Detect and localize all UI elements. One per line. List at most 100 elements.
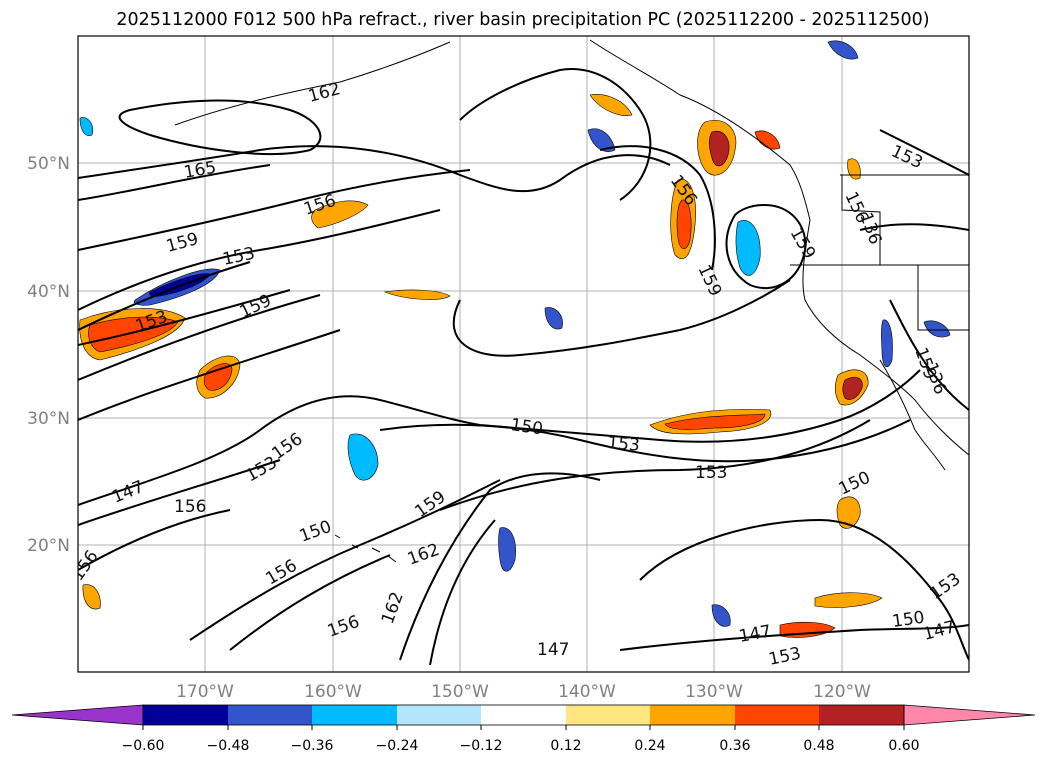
precip-blob — [711, 604, 731, 627]
gridlines — [78, 36, 969, 672]
colorbar-segment — [735, 705, 819, 725]
contour-line — [639, 518, 969, 661]
colorbar-tick-label: −0.12 — [460, 738, 503, 754]
contour-label: 156 — [174, 497, 206, 517]
contour-line — [459, 68, 652, 201]
lon-axis: 170°W 160°W 150°W 140°W 130°W 120°W — [176, 682, 871, 702]
colorbar-segment — [481, 705, 566, 725]
contour-line — [399, 472, 601, 661]
colorbar-segment — [228, 705, 312, 725]
contour-line — [429, 519, 496, 666]
contour-label: 153 — [607, 433, 641, 456]
us-state-border — [841, 175, 969, 266]
colorbar-segment — [397, 705, 481, 725]
lat-tick-label: 20°N — [27, 536, 70, 556]
us-state-border — [917, 265, 969, 331]
precip-blob — [735, 220, 761, 276]
lon-tick-label: 140°W — [558, 682, 616, 702]
west-coast — [802, 219, 969, 456]
colorbar-segment — [312, 705, 397, 725]
lat-tick-label: 30°N — [27, 409, 70, 429]
precip-blob — [923, 320, 951, 338]
colorbar-extend-high — [903, 704, 1036, 726]
contour-line — [189, 479, 501, 641]
precip-blob — [589, 94, 633, 116]
contour-line — [78, 164, 271, 201]
contour-line — [78, 209, 441, 311]
contour-label: 150 — [509, 415, 544, 439]
lon-tick-label: 160°W — [304, 682, 362, 702]
contour-line — [78, 294, 321, 381]
baja-coast — [879, 359, 946, 471]
contour-line — [452, 279, 791, 357]
lon-tick-label: 120°W — [813, 682, 871, 702]
contour-line — [725, 203, 807, 290]
lon-tick-label: 130°W — [685, 682, 743, 702]
contour-line — [78, 509, 231, 571]
precip-blob — [383, 289, 451, 300]
colorbar-tick-label: −0.24 — [376, 738, 419, 754]
colorbar-tick-label: 0.60 — [888, 738, 919, 754]
precip-blob — [82, 584, 101, 610]
colorbar-tick-label: 0.12 — [550, 738, 581, 754]
colorbar-tick-label: 0.48 — [803, 738, 834, 754]
lat-tick-label: 40°N — [27, 282, 70, 302]
colorbar-frame — [142, 704, 905, 726]
colorbar-tick-label: −0.48 — [207, 738, 250, 754]
precip-blob — [881, 319, 893, 368]
contour-label: 153 — [695, 463, 727, 483]
precip-blob — [347, 433, 379, 481]
precip-blob — [664, 413, 766, 430]
precip-blob — [498, 527, 516, 572]
figure-title: 2025112000 F012 500 hPa refract., river … — [116, 10, 929, 30]
precip-blob — [203, 363, 233, 391]
precip-blob — [827, 40, 859, 60]
coastlines — [174, 39, 969, 563]
precip-blob — [79, 117, 93, 136]
alaska-coast — [174, 41, 451, 126]
colorbar-tick-label: 0.36 — [719, 738, 750, 754]
map-frame — [77, 35, 970, 673]
contour-line — [879, 129, 969, 176]
contour-line — [439, 419, 871, 511]
contour-line — [78, 261, 251, 331]
precip-blob — [847, 158, 861, 180]
precip-blob — [311, 200, 369, 229]
contour-line — [599, 145, 716, 271]
precip-blob — [709, 130, 730, 167]
contour-line — [379, 419, 911, 463]
contour-line — [859, 223, 969, 231]
precip-blob — [676, 199, 692, 250]
precip-blob — [836, 496, 861, 529]
precip-blob — [842, 376, 863, 400]
contour-line — [889, 299, 969, 411]
contour-label: 147 — [537, 640, 569, 660]
contour-label: 150 — [891, 608, 926, 632]
colorbar-tick-label: 0.24 — [634, 738, 665, 754]
colorbar-extend-low — [11, 704, 144, 726]
colorbar-tick-label: −0.36 — [291, 738, 334, 754]
lon-tick-label: 150°W — [431, 682, 489, 702]
alaska-gulf-coast — [589, 39, 811, 221]
precip-blob — [544, 307, 563, 330]
colorbar-segment — [650, 705, 735, 725]
colorbar-segment — [566, 705, 650, 725]
contour-line — [118, 99, 322, 155]
lat-tick-label: 50°N — [27, 154, 70, 174]
colorbar-segment — [819, 705, 904, 725]
precip-blob — [587, 128, 616, 152]
map-panel: 162 165 156 159 153 159 153 156 159 159 … — [27, 35, 970, 702]
colorbar-tick-label: −0.60 — [122, 738, 165, 754]
refractivity-contours — [78, 68, 969, 666]
colorbar: −0.60 −0.48 −0.36 −0.24 −0.12 0.12 0.24 … — [11, 704, 1036, 754]
contour-line — [78, 289, 291, 346]
contour-line — [78, 145, 671, 193]
colorbar-segment — [143, 705, 228, 725]
colorbar-ticks — [142, 725, 905, 730]
lon-tick-label: 170°W — [176, 682, 234, 702]
contour-line — [78, 459, 281, 526]
precip-blob — [814, 592, 883, 608]
contour-line — [78, 169, 471, 251]
contour-line — [619, 624, 969, 651]
